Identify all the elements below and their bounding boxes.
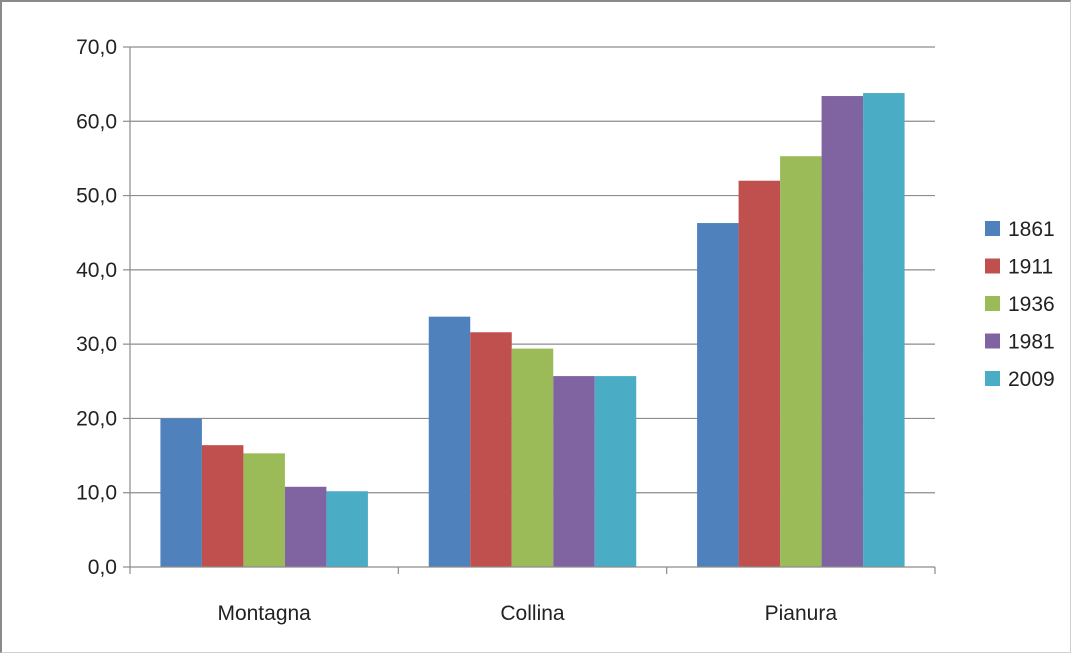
legend-label-1981: 1981 — [1008, 331, 1055, 354]
bar-2009-montagna — [326, 491, 368, 567]
legend-label-1911: 1911 — [1008, 256, 1053, 279]
y-tick-label: 40,0 — [76, 259, 117, 282]
x-category-label: Pianura — [765, 602, 838, 625]
bar-1936-pianura — [780, 156, 822, 567]
bar-2009-pianura — [863, 93, 905, 568]
bar-1861-montagna — [160, 418, 202, 567]
bar-1911-collina — [470, 332, 512, 567]
axis-labels: 0,0 10,0 20,0 30,0 40,0 50,0 60,0 70,0 Montagna C… — [76, 36, 837, 625]
legend-swatch-1981 — [985, 333, 1000, 349]
bar-1911-pianura — [738, 180, 781, 567]
gridlines — [130, 46, 935, 494]
x-category-label: Collina — [500, 602, 565, 625]
bar-1936-montagna — [243, 453, 285, 567]
y-tick-label: 70,0 — [76, 36, 117, 59]
axes — [123, 46, 936, 574]
bar-1911-montagna — [201, 445, 244, 567]
legend-label-1936: 1936 — [1008, 293, 1055, 316]
bar-1861-pianura — [697, 223, 739, 568]
bar-2009-collina — [594, 376, 637, 567]
bar-1861-collina — [428, 316, 471, 567]
y-tick-label: 60,0 — [76, 110, 117, 133]
legend-swatch-2009 — [985, 371, 1000, 386]
y-tick-label: 0,0 — [88, 556, 117, 579]
bar-1981-montagna — [284, 486, 327, 567]
y-tick-label: 50,0 — [76, 185, 117, 208]
y-tick-label: 20,0 — [76, 407, 117, 430]
y-tick-label: 30,0 — [76, 333, 117, 356]
bar-1981-collina — [553, 376, 595, 567]
legend-swatch-1911 — [985, 258, 1000, 274]
x-category-label: Montagna — [217, 602, 311, 625]
bar-1936-collina — [511, 348, 554, 567]
y-tick-label: 10,0 — [76, 482, 117, 505]
legend-label-2009: 2009 — [1008, 368, 1055, 391]
bars — [160, 93, 905, 568]
legend-swatch-1861 — [985, 221, 1000, 236]
legend-label-1861: 1861 — [1008, 218, 1055, 241]
bar-1981-pianura — [821, 96, 864, 568]
legend: 1861 1911 1936 1981 2009 — [985, 218, 1055, 391]
legend-swatch-1936 — [985, 296, 1000, 311]
